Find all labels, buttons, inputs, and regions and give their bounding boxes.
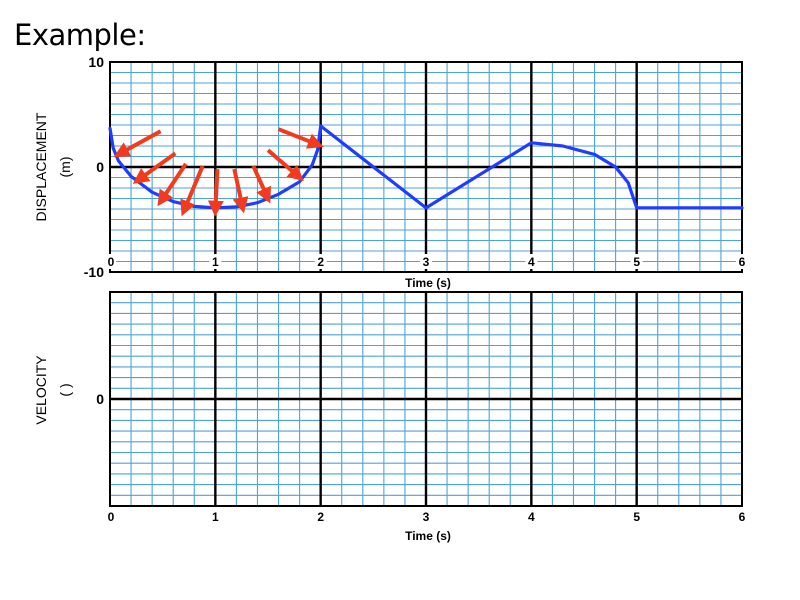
x-axis-label: Time (s) [405, 276, 451, 290]
x-tick-label-bg [525, 254, 538, 269]
tangent-arrow [132, 151, 177, 184]
y-axis-label: DISPLACEMENT [33, 112, 49, 221]
x-tick-label: 5 [633, 510, 640, 524]
y-tick-label: 0 [96, 391, 104, 407]
tangent-arrow [251, 165, 271, 204]
x-tick-label: 2 [317, 510, 324, 524]
tangent-arrow [277, 127, 324, 149]
tangent-arrow [157, 162, 188, 207]
y-axis-unit: ( ) [57, 383, 73, 396]
y-tick-label: 10 [88, 54, 104, 70]
displacement-chart: 0 1 2 3 4 5 6 10 0 -10 Time (s) DISPLACEMENT (m) [33, 54, 748, 290]
tangent-arrow [180, 165, 205, 217]
x-tick-label-bg [314, 254, 327, 269]
x-tick-label: 1 [212, 255, 219, 269]
y-axis-label: VELOCITY [33, 355, 49, 425]
displacement-curve [108, 124, 744, 210]
x-tick-label: 3 [423, 255, 430, 269]
x-tick-label: 6 [739, 510, 746, 524]
tangent-arrow [207, 168, 224, 217]
x-tick-label: 2 [317, 255, 324, 269]
tangent-arrow [232, 168, 249, 214]
x-tick-label-bg [104, 254, 116, 269]
y-tick-label: -10 [84, 264, 104, 280]
x-tick-label: 0 [108, 510, 115, 524]
y-axis-unit: (m) [57, 157, 73, 178]
x-tick-label-bg [209, 254, 222, 269]
x-tick-label: 4 [528, 255, 535, 269]
x-tick-label-bg [736, 254, 748, 269]
x-tick-label: 3 [423, 510, 430, 524]
page-title: Example: [14, 18, 146, 52]
x-tick-label-bg [420, 254, 432, 269]
x-axis-label: Time (s) [405, 529, 451, 543]
x-tick-label: 0 [108, 255, 115, 269]
tangent-arrow [266, 148, 304, 182]
tangent-arrows [113, 127, 324, 217]
y-tick-label: 0 [96, 159, 104, 175]
x-tick-label: 4 [528, 510, 535, 524]
x-tick-label-bg [630, 254, 643, 269]
x-tick-label: 6 [739, 255, 746, 269]
x-tick-label: 5 [633, 255, 640, 269]
velocity-chart: 0 1 2 3 4 5 6 0 Time (s) VELOCITY ( ) [33, 291, 746, 543]
x-tick-label: 1 [212, 510, 219, 524]
tangent-arrow [113, 129, 162, 158]
